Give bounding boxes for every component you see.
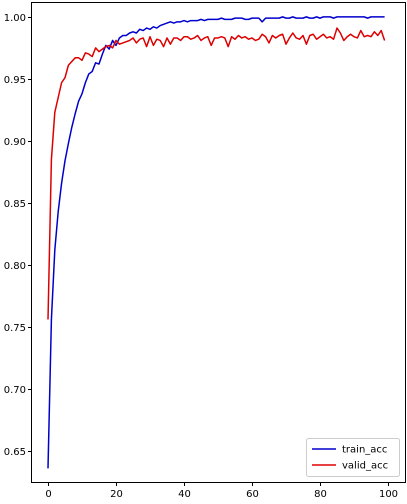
y-tick-label: 0.85 (4, 199, 26, 210)
x-tick-label: 80 (314, 489, 327, 500)
y-axis: 0.65 0.70 0.75 0.80 0.85 0.90 0.95 1.00 (4, 13, 32, 458)
series-lines (47, 16, 386, 469)
legend-box (306, 438, 400, 477)
y-tick-label: 0.75 (4, 323, 26, 334)
series-line-train-acc (47, 16, 385, 469)
x-tick-label: 0 (45, 489, 51, 500)
y-tick-label: 1.00 (4, 13, 26, 24)
y-tick-label: 0.65 (4, 447, 26, 458)
y-tick-label: 0.80 (4, 261, 26, 272)
axes-frame (31, 2, 406, 483)
y-tick-label: 0.90 (4, 137, 26, 148)
legend: train_acc valid_acc (306, 438, 400, 477)
legend-label: train_acc (342, 445, 387, 456)
y-tick-label: 0.95 (4, 75, 26, 86)
x-tick-label: 20 (110, 489, 123, 500)
x-axis: 0 20 40 60 80 100 (45, 482, 398, 500)
x-tick-label: 40 (178, 489, 191, 500)
legend-label: valid_acc (342, 461, 388, 472)
y-tick-label: 0.70 (4, 385, 26, 396)
x-tick-label: 60 (246, 489, 259, 500)
series-line-valid-acc (47, 27, 386, 320)
x-tick-label: 100 (379, 489, 398, 500)
